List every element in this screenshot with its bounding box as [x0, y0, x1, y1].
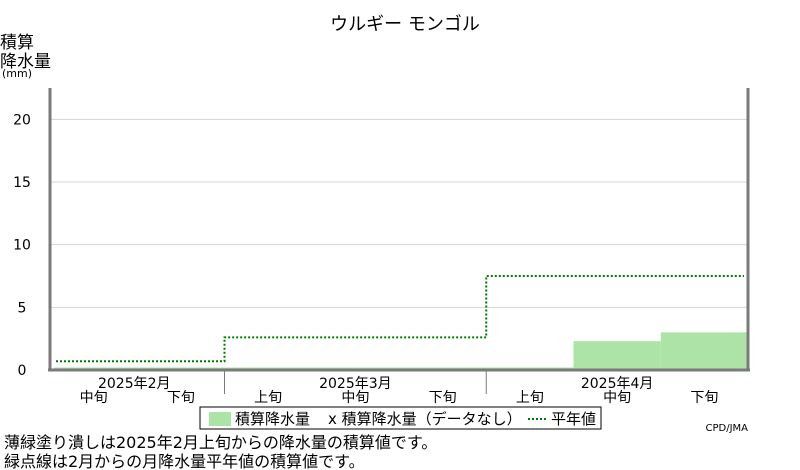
chart-title: ウルギー モンゴル	[330, 14, 480, 35]
legend-item-area: 積算降水量	[235, 410, 310, 428]
accumulated-precipitation-area	[54, 332, 748, 370]
grid-lines	[50, 118, 748, 308]
period-label-3: 中旬	[341, 390, 369, 406]
month-label-0: 2025年2月	[98, 376, 171, 392]
note-line-1: 薄緑塗り潰しは2025年2月上旬からの降水量の積算値です。	[4, 433, 437, 452]
period-label-6: 中旬	[603, 390, 631, 406]
period-label-0: 中旬	[80, 390, 108, 406]
legend: 積算降水量 x 積算降水量（データなし） 平年値	[199, 406, 602, 430]
source-credit: CPD/JMA	[706, 423, 749, 434]
area-bar-7	[660, 332, 748, 370]
period-label-1: 下旬	[167, 390, 195, 406]
note-line-2: 緑点線は2月からの月降水量平年値の積算値です。	[4, 452, 365, 470]
period-label-2: 上旬	[254, 390, 282, 406]
y-tick-label-5: 5	[18, 300, 27, 316]
legend-swatch-area	[209, 412, 231, 426]
y-tick-label-0: 0	[18, 363, 27, 379]
y-tick-label-15: 15	[13, 175, 31, 191]
plot-frame	[48, 88, 750, 394]
period-label-4: 下旬	[429, 390, 457, 406]
period-label-5: 上旬	[516, 390, 544, 406]
period-label-7: 下旬	[690, 390, 718, 406]
y-tick-label-10: 10	[13, 238, 31, 254]
y-axis-label-unit: (mm)	[2, 67, 32, 80]
legend-box	[199, 406, 602, 430]
legend-item-no-data: x 積算降水量（データなし）	[328, 410, 522, 428]
y-axis-label-line2: 降水量	[0, 52, 51, 72]
legend-item-normal: 平年値	[551, 410, 596, 428]
y-axis-label-line1: 積算	[0, 33, 34, 53]
area-bar-6	[573, 341, 661, 370]
y-tick-label-20: 20	[13, 112, 31, 128]
y-tick-labels: 0 5 10 15 20	[13, 112, 31, 379]
month-label-1: 2025年3月	[319, 376, 392, 392]
month-label-2: 2025年4月	[581, 376, 654, 392]
